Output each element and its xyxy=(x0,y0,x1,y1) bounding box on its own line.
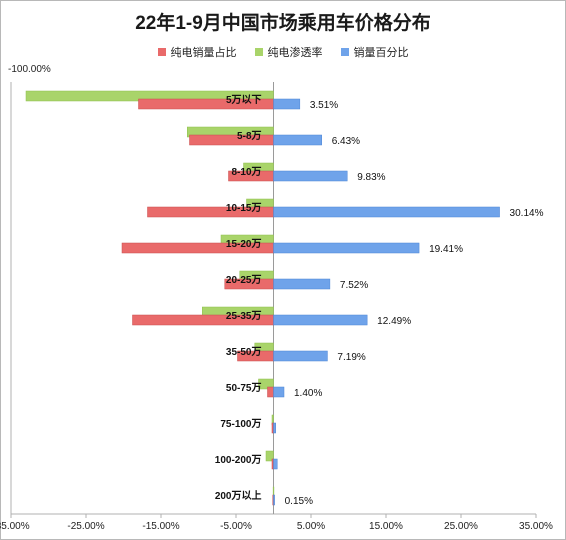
data-label: 6.43% xyxy=(332,136,360,147)
category-label: 25-35万 xyxy=(226,310,262,322)
category-label: 20-25万 xyxy=(226,274,262,286)
legend-swatch-sales-pct xyxy=(340,48,349,56)
x-tick-label: 35.00% xyxy=(519,521,553,532)
data-label: 1.40% xyxy=(294,388,322,399)
data-label: 0.15% xyxy=(285,496,313,507)
legend-item-ev-penetration: 纯电渗透率 xyxy=(254,44,323,60)
category-label: 5-8万 xyxy=(237,130,261,142)
bar-sales-pct xyxy=(273,206,500,218)
data-label: 9.83% xyxy=(357,172,385,183)
legend: 纯电销量占比 纯电渗透率 销量百分比 xyxy=(0,44,566,60)
bar-sales-pct xyxy=(273,386,285,398)
bar-sales-pct xyxy=(273,422,276,434)
x-tick-label: 15.00% xyxy=(369,521,403,532)
category-label: 15-20万 xyxy=(226,238,262,250)
category-label: 100-200万 xyxy=(215,454,262,466)
bar-sales-pct xyxy=(273,278,331,290)
legend-label-sales-pct: 销量百分比 xyxy=(353,47,409,59)
category-label: 75-100万 xyxy=(220,418,261,430)
bar-sales-pct xyxy=(273,494,275,506)
legend-item-ev-share: 纯电销量占比 xyxy=(157,44,237,60)
bar-sales-pct xyxy=(273,98,301,110)
legend-label-ev-share: 纯电销量占比 xyxy=(170,47,237,59)
data-label: 7.52% xyxy=(340,280,368,291)
data-label: 30.14% xyxy=(510,208,544,219)
x-tick-label: -35.00% xyxy=(0,521,30,532)
legend-item-sales-pct: 销量百分比 xyxy=(340,44,409,60)
bar-ev-share xyxy=(267,386,274,398)
bar-sales-pct xyxy=(273,458,278,470)
category-label: 5万以下 xyxy=(226,94,262,106)
legend-swatch-ev-share xyxy=(157,48,166,56)
x-tick-label: -5.00% xyxy=(220,521,252,532)
bar-ev-penetration xyxy=(258,378,274,390)
category-label: 8-10万 xyxy=(231,166,261,178)
bar-sales-pct xyxy=(273,134,322,146)
data-label: 3.51% xyxy=(310,100,338,111)
category-label: 10-15万 xyxy=(226,202,262,214)
data-label: 19.41% xyxy=(429,244,463,255)
bar-sales-pct xyxy=(273,242,420,254)
category-label: 200万以上 xyxy=(215,489,262,502)
category-label: 35-50万 xyxy=(226,346,262,358)
data-label: 7.19% xyxy=(337,352,365,363)
x-tick-label: 5.00% xyxy=(297,521,325,532)
corner-axis-label: -100.00% xyxy=(8,64,51,75)
x-tick-label: 25.00% xyxy=(444,521,478,532)
bar-sales-pct xyxy=(273,314,368,326)
x-tick-label: -15.00% xyxy=(142,521,179,532)
bar-sales-pct xyxy=(273,350,328,362)
bar-ev-penetration xyxy=(265,450,274,462)
legend-swatch-ev-penetration xyxy=(254,48,263,56)
data-label: 12.49% xyxy=(377,316,411,327)
x-tick-label: -25.00% xyxy=(67,521,104,532)
legend-label-ev-penetration: 纯电渗透率 xyxy=(267,47,323,59)
chart-title: 22年1-9月中国市场乘用车价格分布 xyxy=(135,13,431,34)
category-label: 50-75万 xyxy=(226,382,262,394)
bar-sales-pct xyxy=(273,170,348,182)
